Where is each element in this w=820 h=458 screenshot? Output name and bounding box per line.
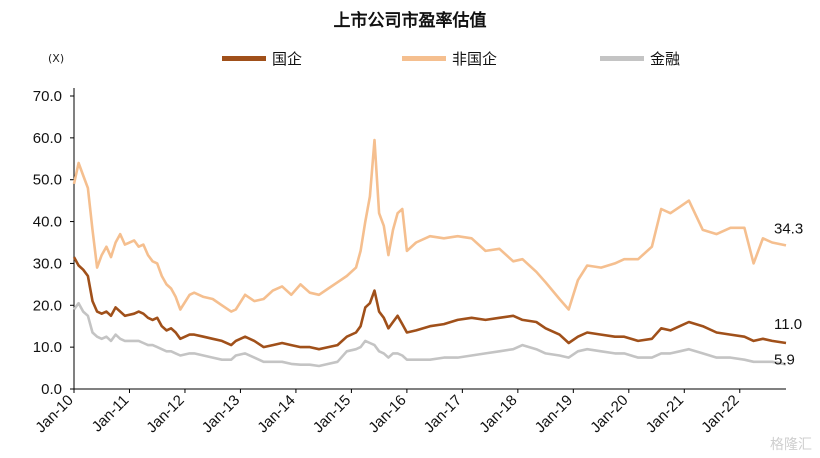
legend-label-jinrong: 金融 [650, 50, 681, 68]
x-tick-label: Jan-21 [643, 392, 687, 436]
x-tick-label: Jan-12 [143, 392, 187, 436]
legend-label-feiguoqi: 非国企 [452, 50, 498, 68]
y-tick-label: 10.0 [33, 339, 62, 356]
legend-swatch-feiguoqi [402, 56, 446, 61]
legend-swatch-jinrong [600, 56, 644, 61]
end-label-feiguoqi: 34.3 [774, 220, 803, 237]
x-tick-label: Jan-19 [532, 392, 576, 436]
legend-label-guoqi: 国企 [272, 50, 303, 68]
x-tick-label: Jan-22 [698, 392, 742, 436]
y-tick-label: 50.0 [33, 172, 62, 189]
x-tick-label: Jan-15 [310, 392, 354, 436]
y-axis-unit: (X) [48, 52, 65, 65]
y-tick-label: 60.0 [33, 130, 62, 147]
series-line-jinrong [72, 301, 787, 368]
x-tick-label: Jan-14 [254, 392, 298, 436]
x-tick-label: Jan-20 [587, 392, 631, 436]
x-tick-label: Jan-17 [421, 392, 465, 436]
end-label-jinrong: 5.9 [774, 351, 795, 368]
x-tick-label: Jan-18 [476, 392, 520, 436]
y-tick-label: 0.0 [41, 381, 62, 398]
watermark: 格隆汇 [770, 437, 812, 453]
x-tick-label: Jan-11 [89, 392, 133, 436]
legend-item-guoqi: 国企 [222, 48, 302, 69]
end-label-guoqi: 11.0 [774, 316, 802, 333]
y-tick-label: 20.0 [33, 297, 62, 314]
series-line-guoqi [72, 256, 787, 351]
x-tick-label: Jan-16 [365, 392, 409, 436]
legend: 国企 非国企 金融 [0, 48, 820, 72]
y-tick-label: 70.0 [33, 88, 62, 105]
series-line-feiguoqi [72, 138, 787, 313]
y-tick-label: 30.0 [33, 255, 62, 272]
x-tick-label: Jan-13 [199, 392, 243, 436]
legend-swatch-guoqi [222, 56, 266, 61]
chart-title: 上市公司市盈率估值 [333, 11, 487, 31]
legend-item-feiguoqi: 非国企 [402, 48, 497, 69]
legend-item-jinrong: 金融 [600, 48, 680, 69]
x-tick-label: Jan-10 [32, 392, 76, 436]
y-tick-label: 40.0 [33, 214, 62, 231]
